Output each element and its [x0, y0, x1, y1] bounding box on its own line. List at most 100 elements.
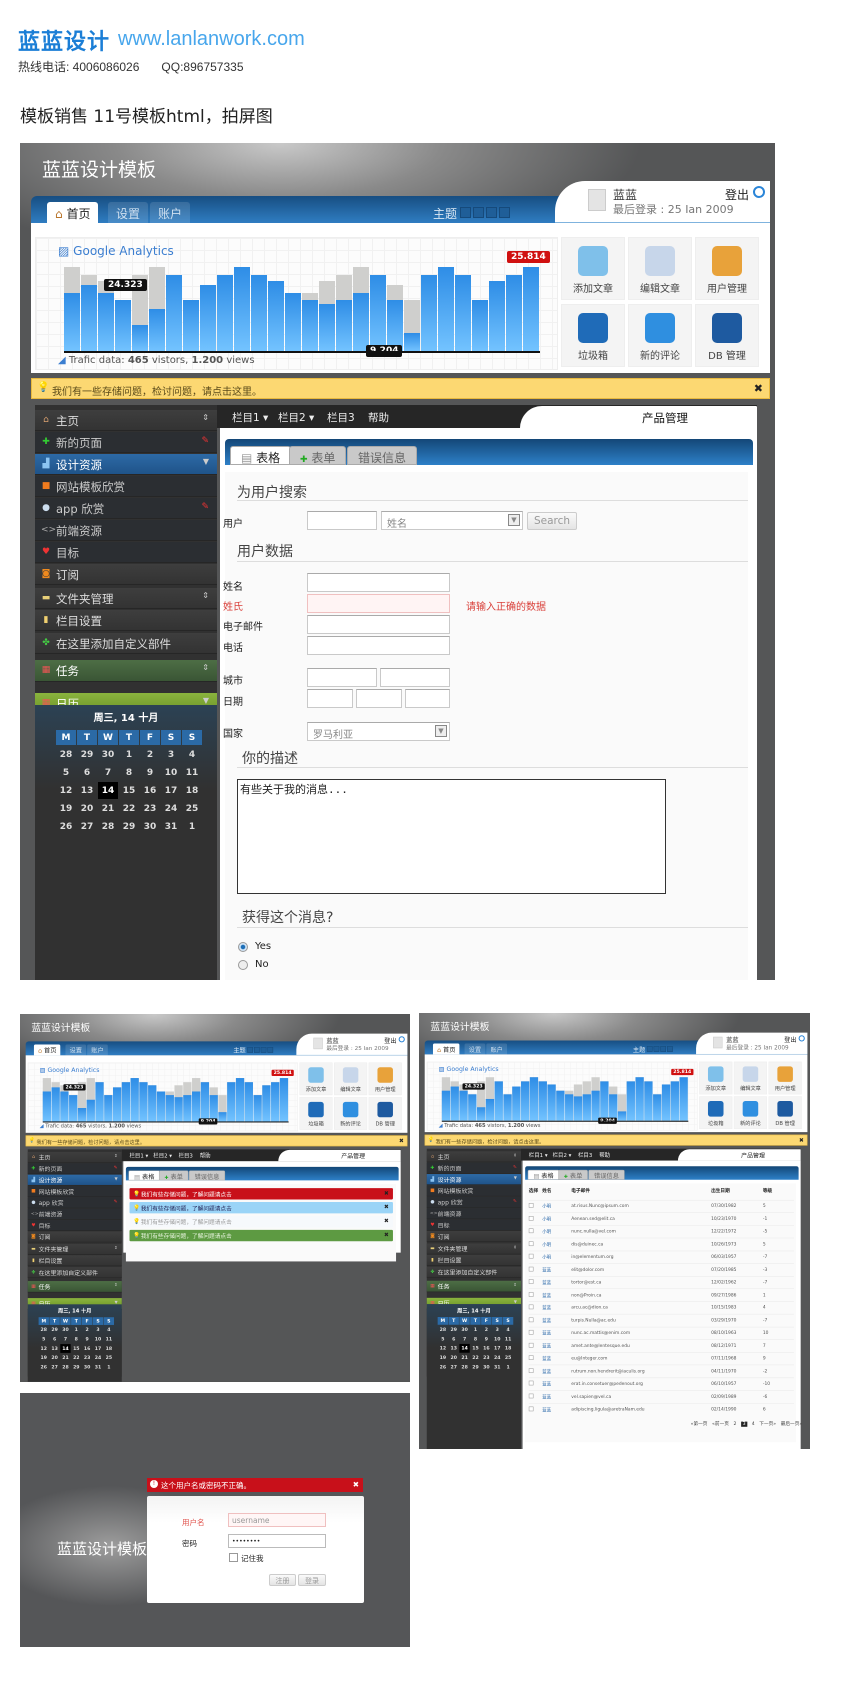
page-link[interactable]: 下一页» [759, 1421, 777, 1427]
visits-bar[interactable] [218, 1111, 227, 1122]
row-checkbox[interactable] [528, 1279, 534, 1284]
visits-bar[interactable] [538, 1081, 547, 1121]
page-link[interactable]: «前一页 [712, 1421, 729, 1427]
email-input[interactable] [307, 615, 450, 634]
calendar-day[interactable]: 18 [185, 785, 199, 796]
sidebar-item[interactable]: ▟ 设计资源 ▼ [27, 1174, 122, 1186]
row-checkbox[interactable] [528, 1355, 534, 1361]
visits-bar[interactable] [556, 1090, 565, 1121]
country-select[interactable]: 罗马利亚 ▼ [307, 722, 450, 741]
tab-settings[interactable]: 设置 [108, 202, 149, 223]
remember-checkbox[interactable] [229, 1553, 238, 1562]
calendar-day[interactable]: 21 [101, 803, 115, 814]
visits-bar[interactable] [165, 1094, 174, 1122]
visits-bar[interactable] [494, 1081, 503, 1121]
sidebar-item[interactable]: ✚ 新的页面 ✎ [426, 1162, 522, 1174]
visits-bar[interactable] [227, 1082, 236, 1122]
visits-bar[interactable] [512, 1086, 521, 1121]
pin-icon[interactable]: ✎ [512, 1198, 517, 1205]
visits-bar[interactable] [626, 1081, 635, 1121]
date-year-input[interactable] [405, 689, 450, 708]
sidebar-item[interactable]: ◙ 订阅 [426, 1231, 522, 1242]
calendar-day[interactable]: 30 [83, 1364, 91, 1370]
table-row[interactable]: 蓝蓝 elit@dolor.com 07/20/1985 -3 [528, 1263, 794, 1277]
calendar-day[interactable]: 6 [452, 1336, 456, 1342]
sidebar-item[interactable]: ⌂ 主页 ⇕ [27, 1151, 122, 1163]
storage-alert[interactable]: 💡 我们有一些存储问题，检讨问题，请点击这里。 ✖ [31, 378, 770, 399]
visits-bar[interactable] [115, 299, 131, 351]
logout-button[interactable]: 登出 [384, 1037, 397, 1045]
nav-item-1[interactable]: 栏目1 ▾ [528, 1152, 548, 1159]
calendar-day[interactable]: 5 [62, 767, 70, 778]
calendar-day[interactable]: 17 [94, 1345, 102, 1352]
calendar-day[interactable]: 1 [125, 749, 133, 760]
sidebar-item[interactable]: ■ 网站模板欣赏 [27, 1186, 122, 1197]
close-icon[interactable]: ✖ [384, 1189, 389, 1197]
visits-bar[interactable] [130, 1078, 139, 1122]
calendar-day[interactable]: 12 [439, 1345, 447, 1351]
sidebar-item[interactable]: ● app 欣赏 ✎ [27, 1197, 122, 1209]
radio-no[interactable] [238, 960, 248, 970]
chevron-down-icon[interactable]: ▼ [202, 457, 209, 466]
visits-bar[interactable] [600, 1081, 609, 1121]
close-icon[interactable]: ✖ [399, 1137, 404, 1145]
calendar-day[interactable]: 4 [107, 1327, 111, 1333]
tile-comment[interactable]: 新的评论 [733, 1096, 768, 1130]
expand-icon[interactable]: ⇕ [202, 663, 209, 672]
calendar-day[interactable]: 29 [73, 1364, 80, 1370]
visits-bar[interactable] [183, 1094, 192, 1122]
logout-button[interactable]: 登出 [784, 1036, 797, 1044]
expand-icon[interactable]: ⇕ [114, 1153, 118, 1159]
nav-item-1[interactable]: 栏目1 ▾ [129, 1152, 149, 1160]
column-header[interactable]: 姓名 [542, 1188, 552, 1194]
calendar-day[interactable]: 18 [105, 1345, 113, 1352]
calendar-day[interactable]: 2 [85, 1327, 89, 1333]
calendar-day[interactable]: 7 [462, 1336, 467, 1342]
nav-item-2[interactable]: 栏目2 ▾ [278, 412, 315, 424]
calendar-day[interactable]: 27 [51, 1364, 58, 1370]
tile-user-folder[interactable]: 用户管理 [368, 1062, 402, 1096]
calendar-day[interactable]: 16 [83, 1345, 91, 1352]
sidebar-item[interactable]: ⌂ 主页 ⇕ [35, 410, 217, 431]
visits-bar[interactable] [69, 1094, 78, 1122]
calendar-day[interactable]: 7 [63, 1336, 68, 1342]
calendar-day[interactable]: 4 [506, 1327, 510, 1333]
table-row[interactable]: 小明 nunc.nulla@vel.com 12/22/1972 -5 [528, 1225, 794, 1239]
calendar-day[interactable]: 16 [483, 1345, 490, 1351]
calendar-day[interactable]: 12 [40, 1345, 47, 1352]
calendar-day[interactable]: 5 [441, 1336, 445, 1342]
calendar-day[interactable]: 30 [483, 1364, 490, 1370]
visits-bar[interactable] [156, 1091, 166, 1122]
sidebar-item[interactable]: ♥ 目标 [426, 1219, 522, 1231]
visits-bar[interactable] [217, 275, 233, 351]
sidebar-item[interactable]: <> 前端资源 [35, 520, 217, 541]
row-checkbox[interactable] [528, 1368, 534, 1373]
calendar-day[interactable]: 28 [62, 1364, 69, 1370]
tab-errors[interactable]: 错误信息 [347, 446, 418, 465]
calendar-day[interactable]: 23 [83, 1355, 91, 1361]
theme-swatch[interactable] [486, 207, 497, 218]
calendar-day[interactable]: 27 [450, 1364, 457, 1370]
calendar-day[interactable]: 8 [125, 767, 133, 778]
calendar-day[interactable]: 24 [94, 1355, 102, 1361]
calendar-day[interactable]: 14 [60, 1344, 71, 1353]
theme-swatch[interactable] [260, 1047, 267, 1053]
table-row[interactable]: 蓝蓝 nunc.ac.mattis@enim.com 08/10/1963 10 [528, 1326, 794, 1340]
sidebar-item[interactable]: ◙ 订阅 [35, 564, 217, 585]
calendar-day[interactable]: 28 [461, 1364, 468, 1370]
product-management-tab[interactable]: 产品管理 [520, 406, 757, 428]
row-checkbox[interactable] [528, 1317, 534, 1323]
tab-errors[interactable]: 错误信息 [588, 1169, 625, 1180]
tab-account[interactable]: 账户 [486, 1043, 508, 1055]
tab-errors[interactable]: 错误信息 [188, 1170, 226, 1181]
row-checkbox[interactable] [528, 1253, 534, 1259]
visits-bar[interactable] [251, 275, 267, 351]
column-header[interactable]: 出生日期 [711, 1188, 730, 1194]
calendar-day[interactable]: 11 [105, 1336, 113, 1342]
calendar-day[interactable]: 30 [101, 749, 115, 760]
calendar-day[interactable]: 24 [164, 803, 178, 814]
calendar-day[interactable]: 20 [80, 803, 94, 814]
sidebar-item[interactable]: ■ 网站模板欣赏 [35, 476, 217, 497]
visits-bar[interactable] [104, 1094, 113, 1122]
visits-bar[interactable] [653, 1094, 662, 1121]
